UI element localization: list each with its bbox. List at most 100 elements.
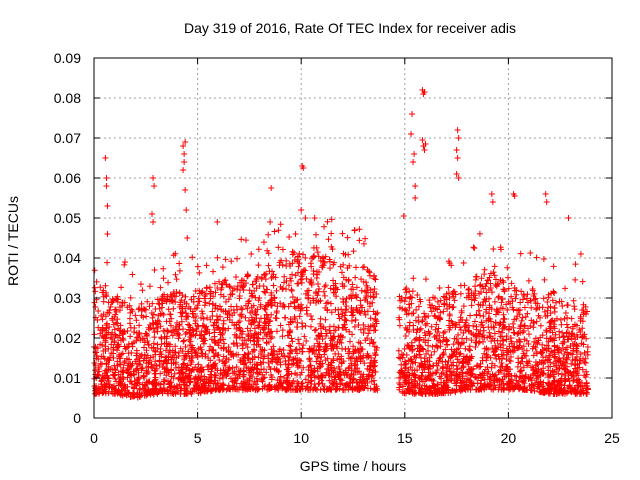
data-point xyxy=(277,283,284,290)
data-point xyxy=(554,315,561,322)
data-point xyxy=(489,335,496,342)
data-point xyxy=(322,282,329,289)
data-point xyxy=(264,386,271,393)
data-point xyxy=(310,386,317,393)
data-point xyxy=(505,326,512,333)
data-point xyxy=(206,284,213,291)
data-point xyxy=(144,298,151,305)
data-point xyxy=(345,251,352,258)
data-point xyxy=(361,360,368,367)
data-point xyxy=(538,359,545,366)
data-point xyxy=(210,362,217,369)
data-point xyxy=(367,315,374,322)
data-point xyxy=(254,361,261,368)
data-point xyxy=(460,259,467,266)
data-point xyxy=(422,376,429,383)
data-point xyxy=(445,358,452,365)
data-point xyxy=(246,297,253,304)
data-point xyxy=(321,351,328,358)
data-point xyxy=(441,300,448,307)
data-point xyxy=(322,340,329,347)
data-point xyxy=(277,381,284,388)
data-point xyxy=(210,322,217,329)
data-point xyxy=(124,383,131,390)
data-point xyxy=(126,320,133,327)
data-point xyxy=(112,367,119,374)
data-point xyxy=(127,393,134,400)
data-point xyxy=(307,362,314,369)
data-point xyxy=(271,228,278,235)
data-point xyxy=(201,323,208,330)
data-point xyxy=(417,354,424,361)
data-point xyxy=(435,314,442,321)
data-point xyxy=(454,356,461,363)
data-point xyxy=(510,329,517,336)
data-point xyxy=(189,310,196,317)
data-point xyxy=(175,375,182,382)
data-point xyxy=(416,296,423,303)
data-point xyxy=(339,386,346,393)
data-point xyxy=(480,384,487,391)
data-point xyxy=(212,339,219,346)
data-point xyxy=(478,275,485,282)
data-point xyxy=(504,264,511,271)
data-point xyxy=(100,287,107,294)
data-point xyxy=(153,324,160,331)
data-point xyxy=(434,343,441,350)
data-point xyxy=(273,366,280,373)
data-point xyxy=(341,312,348,319)
data-point xyxy=(289,248,296,255)
data-point xyxy=(473,273,480,280)
data-point xyxy=(411,353,418,360)
data-point xyxy=(248,304,255,311)
data-point xyxy=(186,330,193,337)
data-point xyxy=(140,335,147,342)
data-point xyxy=(196,332,203,339)
data-point xyxy=(156,362,163,369)
data-point xyxy=(129,340,136,347)
data-point xyxy=(247,309,254,316)
data-point xyxy=(301,267,308,274)
data-point xyxy=(194,302,201,309)
data-point xyxy=(317,332,324,339)
data-point xyxy=(457,314,464,321)
data-point xyxy=(465,328,472,335)
data-point xyxy=(531,320,538,327)
data-point xyxy=(202,327,209,334)
data-point xyxy=(438,375,445,382)
data-point xyxy=(374,309,381,316)
data-point xyxy=(396,386,403,393)
data-point xyxy=(551,305,558,312)
data-point xyxy=(487,285,494,292)
data-point xyxy=(299,269,306,276)
data-point xyxy=(327,300,334,307)
data-point xyxy=(102,343,109,350)
data-point xyxy=(530,366,537,373)
x-axis-label: GPS time / hours xyxy=(300,458,407,474)
data-point xyxy=(270,348,277,355)
data-point xyxy=(297,276,304,283)
data-point xyxy=(421,329,428,336)
y-tick-label: 0.08 xyxy=(54,90,81,106)
data-point xyxy=(301,333,308,340)
data-point xyxy=(158,297,165,304)
data-point xyxy=(310,368,317,375)
data-point xyxy=(133,356,140,363)
data-point xyxy=(129,271,136,278)
data-point xyxy=(220,366,227,373)
data-point xyxy=(416,334,423,341)
data-point xyxy=(268,372,275,379)
data-point xyxy=(516,378,523,385)
data-point xyxy=(469,370,476,377)
data-point xyxy=(262,289,269,296)
data-point xyxy=(219,330,226,337)
data-point xyxy=(440,389,447,396)
data-point xyxy=(553,363,560,370)
data-point xyxy=(228,303,235,310)
data-point xyxy=(184,235,191,241)
data-point xyxy=(426,297,433,304)
data-point xyxy=(214,367,221,374)
data-point xyxy=(251,331,258,338)
data-point xyxy=(328,230,335,237)
data-point xyxy=(396,314,403,321)
